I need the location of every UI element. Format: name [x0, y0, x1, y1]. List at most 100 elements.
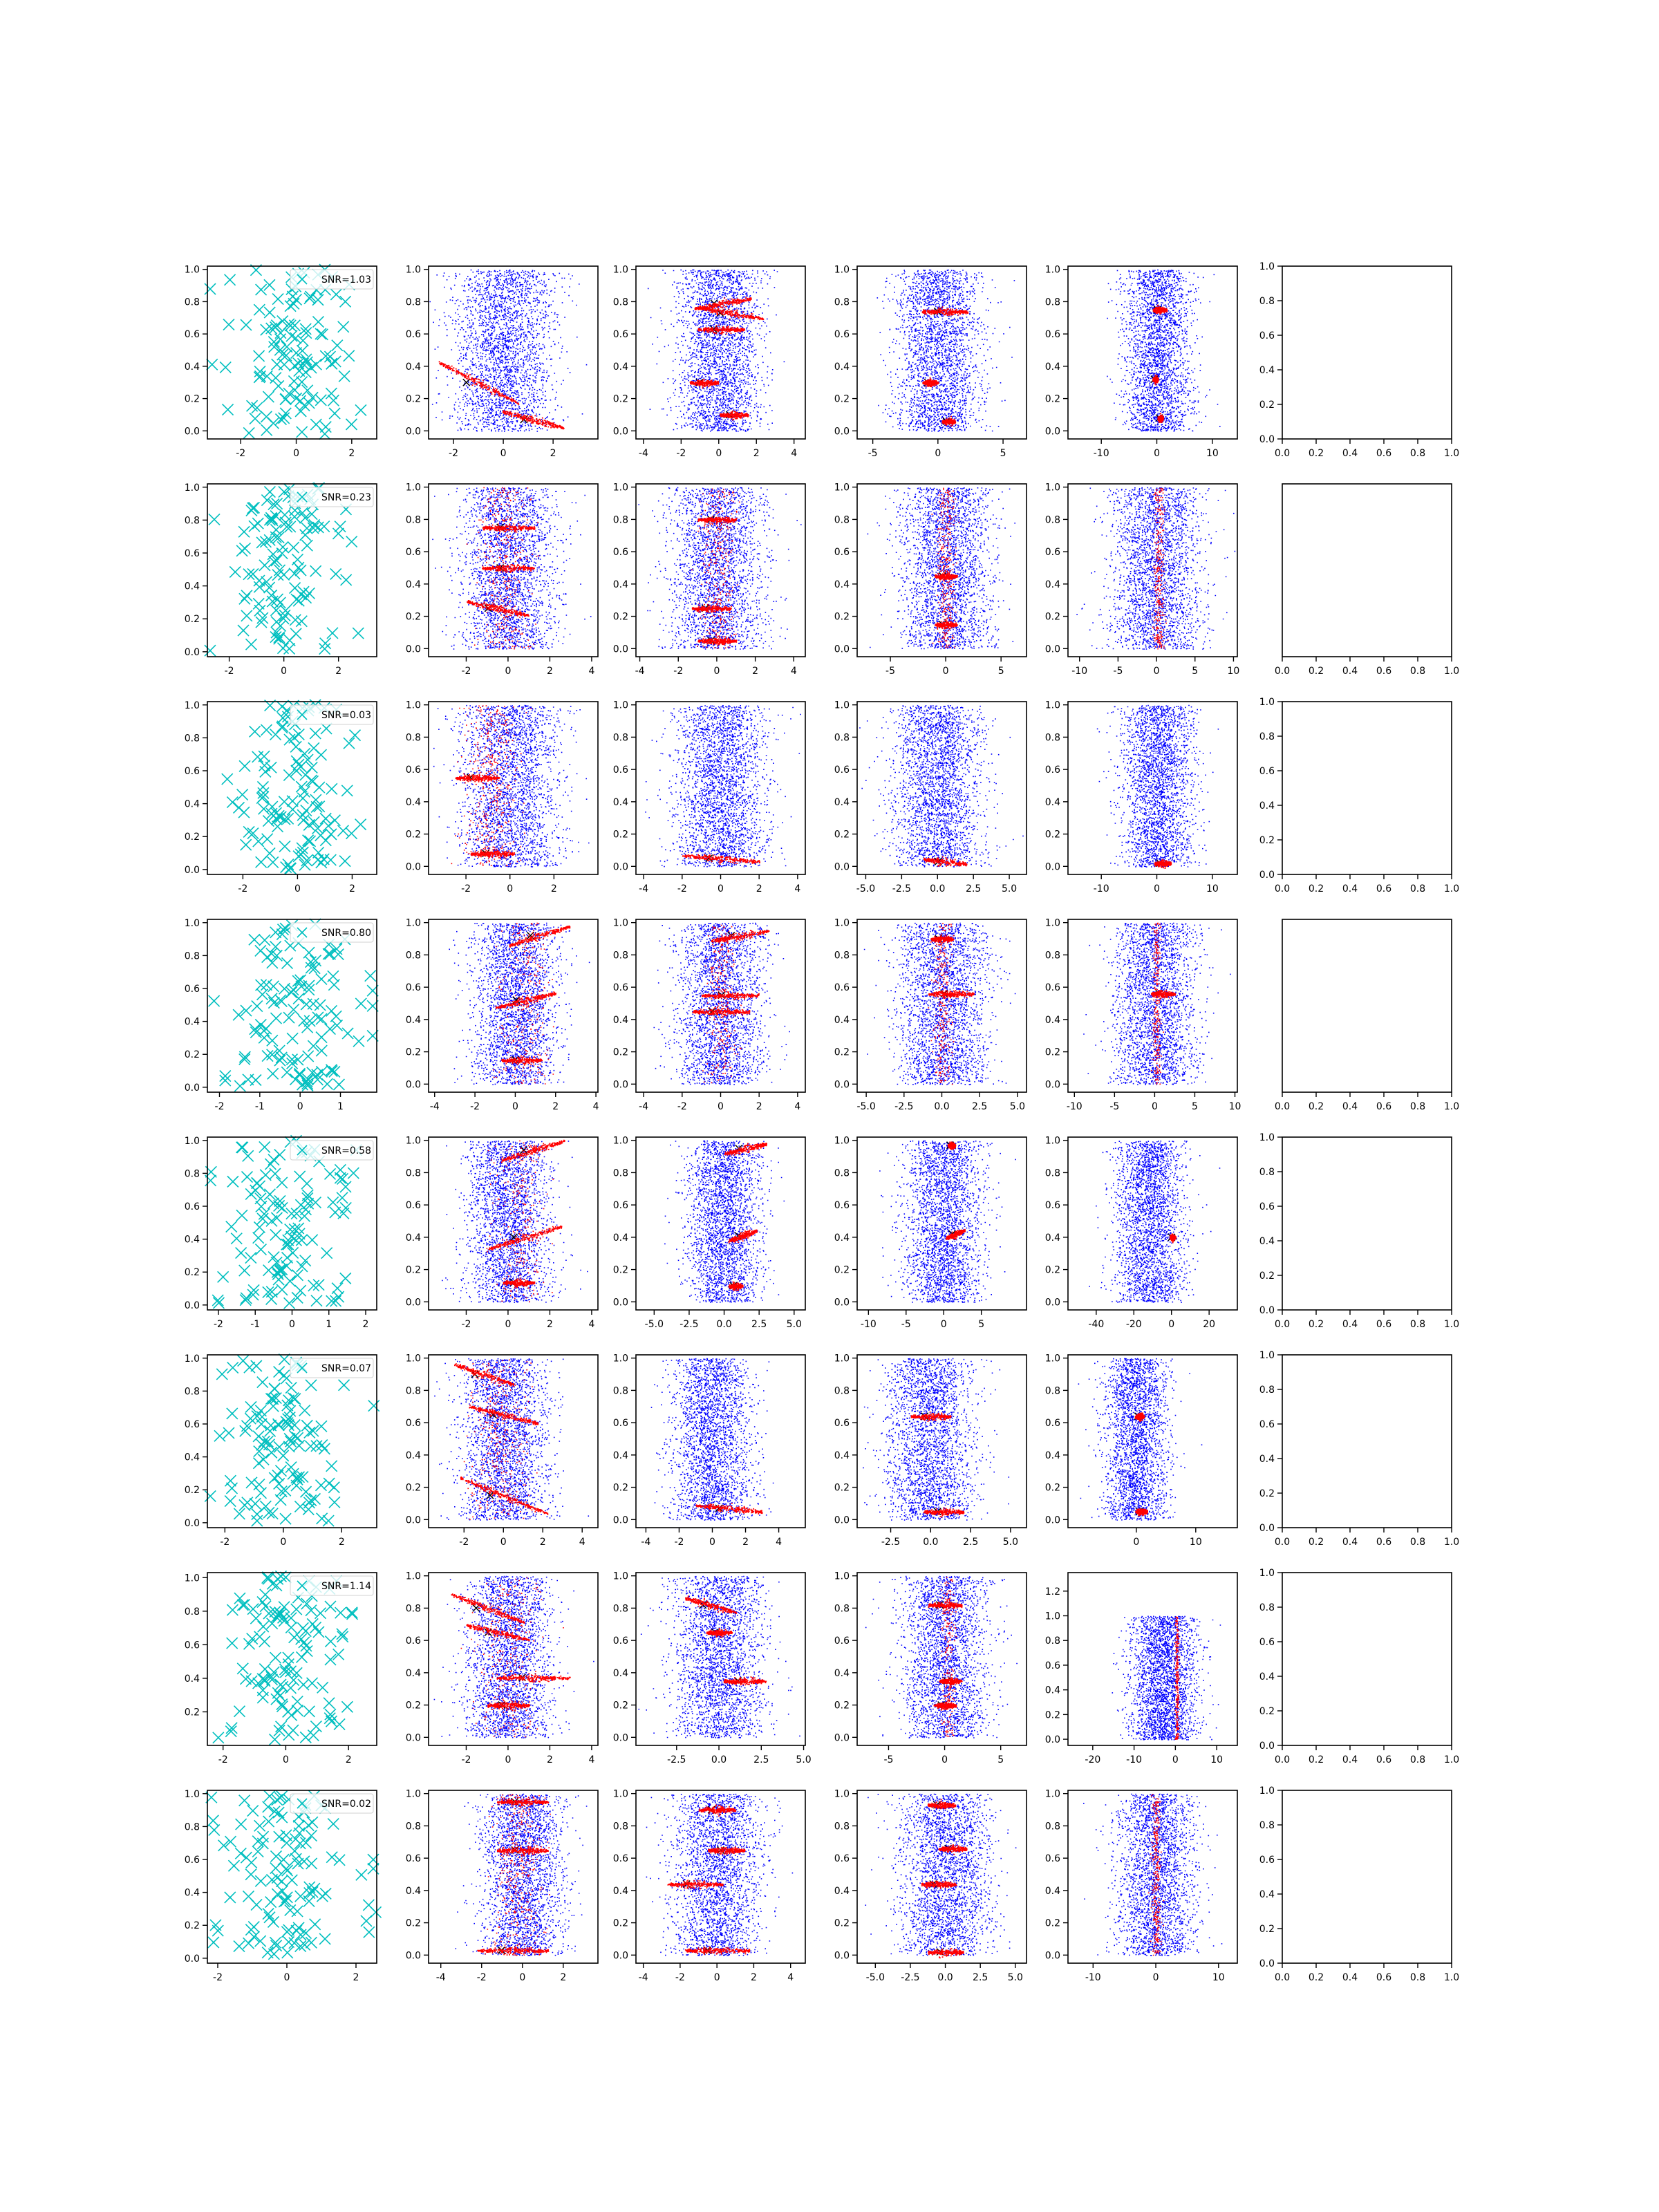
x-tick-label: 2: [751, 1972, 757, 1983]
x-marker: [259, 559, 271, 572]
axes-frame: [856, 1136, 1027, 1311]
y-tick-label: 0.0: [613, 644, 628, 655]
x-marker: [324, 1653, 337, 1666]
axes-frame: [428, 919, 599, 1093]
y-tick-label: 0.6: [613, 547, 628, 558]
x-tick-label: 0.2: [1309, 1972, 1324, 1983]
y-tick-label: 0.6: [1259, 1201, 1275, 1212]
center-marker: [472, 1604, 480, 1612]
x-marker: [319, 1933, 331, 1945]
x-marker: [345, 418, 358, 431]
x-marker: [292, 561, 305, 574]
x-marker: [263, 1188, 276, 1201]
x-marker: [297, 809, 309, 821]
y-tick-label: 0.4: [1045, 1015, 1060, 1026]
x-marker: [253, 1445, 265, 1458]
y-tick-label: 0.6: [834, 765, 850, 776]
x-marker: [273, 1725, 285, 1737]
legend: SNR=1.03: [290, 269, 374, 290]
red-points: [1170, 1233, 1177, 1244]
x-marker: [226, 1637, 238, 1649]
legend-box: [290, 1140, 374, 1161]
y-tick-label: 0.6: [185, 984, 200, 995]
axes-frame: [1067, 1572, 1238, 1746]
points: [664, 1140, 785, 1303]
y-tick-label: 0.2: [1045, 1918, 1060, 1929]
x-marker: [292, 975, 304, 987]
y-tick-label: 0.8: [1259, 1820, 1275, 1831]
x-marker: [237, 624, 250, 637]
y-tick-label: 1.0: [185, 918, 200, 929]
x-marker: [312, 822, 324, 834]
x-tick-label: 0.8: [1410, 1972, 1425, 1983]
y-tick-label: 0.0: [1259, 1958, 1275, 1969]
x-marker: [310, 1440, 323, 1452]
x-marker: [274, 1608, 287, 1620]
y-tick-label: 0.4: [834, 1450, 850, 1461]
x-marker: [285, 1874, 298, 1886]
subplot-r8-c2: -4 -2 0 2 0.0 0.2 0.4 0.6 0.8 1.0: [406, 1789, 599, 1983]
y-tick-label: 0.8: [185, 1386, 200, 1397]
x-marker: [250, 1898, 263, 1911]
x-tick-label: 0: [505, 666, 511, 677]
x-tick-label: 0: [505, 1754, 511, 1765]
x-marker: [232, 1009, 245, 1021]
x-marker: [287, 1391, 299, 1405]
x-marker: [324, 1168, 337, 1180]
x-marker: [295, 1651, 308, 1664]
y-tick-label: 0.4: [185, 1017, 200, 1028]
legend-label: SNR=0.07: [321, 1363, 371, 1374]
x-marker: [314, 999, 326, 1011]
y-tick-label: 1.0: [1259, 1132, 1275, 1143]
x-tick-label: -4: [639, 1972, 648, 1983]
x-tick-label: 2: [551, 883, 557, 894]
x-marker: [275, 1875, 288, 1888]
y-tick-label: 0.0: [834, 1079, 850, 1090]
x-tick-label: 0.6: [1376, 1972, 1391, 1983]
x-marker: [318, 1443, 330, 1455]
x-marker: [247, 502, 259, 514]
x-tick-label: 4: [588, 666, 594, 677]
x-marker: [290, 1472, 303, 1484]
y-tick-label: 0.8: [1045, 1168, 1060, 1179]
x-marker: [285, 1382, 297, 1394]
x-marker: [330, 1019, 344, 1032]
x-marker: [283, 642, 296, 655]
x-tick-label: 0.8: [1410, 1319, 1425, 1330]
red-points: [695, 1503, 763, 1515]
x-tick-label: 1.0: [1444, 1537, 1459, 1548]
y-tick-label: 0.0: [1045, 644, 1060, 655]
red-points: [689, 297, 765, 421]
red-points: [946, 1141, 966, 1240]
y-tick-label: 1.0: [185, 265, 200, 276]
x-marker: [247, 1931, 260, 1943]
x-tick-label: -2: [215, 1101, 225, 1112]
x-marker: [324, 1712, 336, 1725]
x-tick-label: -10: [861, 1319, 877, 1330]
x-marker: [274, 597, 286, 609]
x-marker: [238, 1051, 251, 1063]
x-marker: [293, 1228, 306, 1240]
x-marker: [207, 1936, 220, 1949]
x-marker: [262, 1908, 274, 1920]
x-tick-label: 0: [512, 1101, 518, 1112]
subplot-r6-c3: -4 -2 0 2 4 0.0 0.2 0.4 0.6 0.8 1.0: [613, 1353, 806, 1548]
subplot-r8-c4: -5.0 -2.5 0.0 2.5 5.0 0.0 0.2 0.4 0.6 0.8 1.0: [834, 1789, 1027, 1983]
x-marker: [254, 1935, 267, 1947]
x-marker: [302, 1050, 315, 1062]
x-marker: [270, 554, 283, 567]
x-tick-label: 1.0: [1444, 883, 1459, 894]
x-marker: [291, 1269, 304, 1282]
x-marker: [301, 522, 313, 534]
x-marker: [225, 1221, 238, 1233]
x-marker: [290, 1853, 302, 1865]
y-tick-label: 0.4: [1045, 797, 1060, 808]
x-marker: [284, 1405, 297, 1417]
y-tick-label: 0.4: [613, 1450, 628, 1461]
x-marker: [270, 523, 283, 536]
subplot-r1-c5: -10 0 10 0.0 0.2 0.4 0.6 0.8 1.0: [1045, 265, 1238, 459]
x-marker: [227, 1361, 239, 1374]
x-tick-label: -10: [1071, 666, 1087, 677]
y-tick-label: 0.2: [185, 614, 200, 625]
x-marker: [326, 627, 339, 639]
